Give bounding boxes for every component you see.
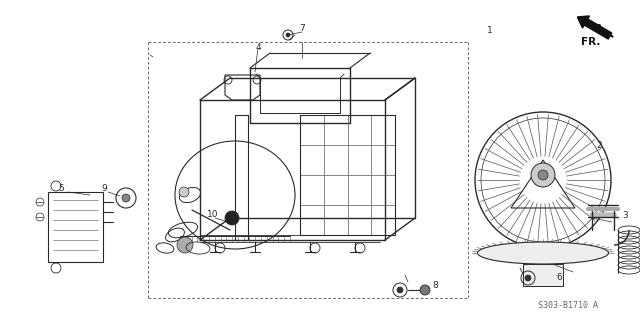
Circle shape (177, 237, 193, 253)
FancyArrow shape (577, 16, 612, 39)
Circle shape (525, 275, 531, 281)
Circle shape (286, 33, 290, 37)
Text: S303-B1710 A: S303-B1710 A (538, 300, 598, 309)
Circle shape (531, 163, 555, 187)
Text: 2: 2 (596, 140, 602, 149)
Bar (523, 264, 563, 286)
Circle shape (122, 194, 130, 202)
Circle shape (420, 285, 430, 295)
Circle shape (179, 187, 189, 197)
Text: 4: 4 (256, 43, 262, 52)
Text: 3: 3 (622, 211, 628, 220)
Text: FR.: FR. (580, 37, 600, 47)
Text: 10: 10 (207, 210, 218, 219)
Text: 1: 1 (487, 26, 493, 35)
Circle shape (225, 211, 239, 225)
Text: 9: 9 (101, 183, 107, 193)
Ellipse shape (477, 242, 609, 264)
Text: 5: 5 (58, 183, 64, 193)
Bar (48, 192, 103, 262)
Text: 6: 6 (556, 274, 562, 283)
Text: 8: 8 (432, 281, 438, 290)
Circle shape (538, 170, 548, 180)
Circle shape (397, 287, 403, 293)
Text: 7: 7 (299, 23, 305, 33)
